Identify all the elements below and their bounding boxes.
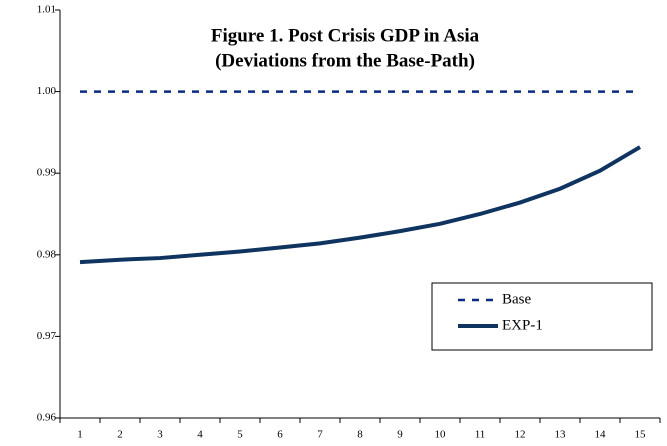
x-tick-label: 6 [277,429,283,441]
y-tick-label: 0.97 [37,330,57,342]
x-tick-label: 4 [197,429,203,441]
y-tick-label: 0.96 [37,412,57,424]
x-tick-label: 11 [475,429,486,441]
chart-subtitle: (Deviations from the Base-Path) [215,50,475,71]
x-tick-label: 8 [357,429,363,441]
y-tick-label: 1.01 [37,4,56,16]
y-tick-label: 0.99 [37,167,57,179]
x-tick-label: 5 [237,429,243,441]
x-tick-label: 7 [317,429,323,441]
x-tick-label: 15 [635,429,647,441]
y-tick-label: 1.00 [37,85,57,97]
x-tick-label: 9 [397,429,403,441]
legend-label: Base [502,291,532,307]
legend-box [431,282,653,351]
x-tick-label: 13 [555,429,567,441]
y-tick-label: 0.98 [37,248,57,260]
x-tick-label: 12 [515,429,526,441]
x-tick-label: 14 [595,429,607,441]
x-tick-label: 10 [435,429,447,441]
x-tick-label: 1 [77,429,83,441]
chart-title: Figure 1. Post Crisis GDP in Asia [211,25,480,46]
series-line [79,145,642,265]
x-tick-label: 3 [157,429,163,441]
legend-label: EXP-1 [502,317,543,333]
x-tick-label: 2 [117,429,123,441]
